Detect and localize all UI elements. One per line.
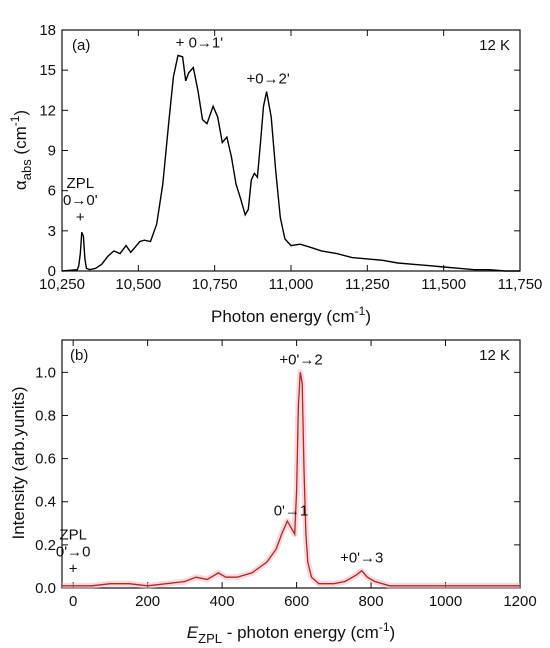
panel-b-uncertainty-band	[62, 369, 520, 589]
x-tick-label: 11,000	[269, 276, 314, 293]
panel-b-x-axis-label: EZPL - photon energy (cm-1)	[187, 620, 395, 646]
y-tick-label: 12	[39, 102, 56, 119]
peak-annotation: ZPL	[67, 175, 95, 192]
panel-b-temperature: 12 K	[479, 347, 510, 364]
y-tick-label: 9	[48, 143, 56, 160]
x-tick-label: 400	[210, 593, 235, 610]
y-tick-label: 0.2	[35, 537, 56, 554]
peak-annotation: 0→0'	[63, 192, 98, 209]
peak-annotation: + 0→1'	[176, 34, 224, 51]
peak-annotation: 0'→1	[274, 502, 309, 519]
y-tick-label: 15	[39, 62, 56, 79]
panel-b-label: (b)	[70, 347, 88, 364]
x-tick-label: 1000	[429, 593, 462, 610]
panel-a-temperature: 12 K	[479, 37, 510, 54]
peak-annotation: +0'→2	[279, 351, 322, 368]
panel-a-label: (a)	[72, 37, 90, 54]
panel-a-ticks: 10,250 10,500 10,750 11,000 11,250 11,500 11,7…	[39, 22, 542, 293]
peak-annotation: ZPL	[59, 527, 87, 544]
x-tick-label: 10,250	[39, 276, 85, 293]
x-tick-label: 11,750	[498, 276, 543, 293]
peak-annotation: +	[69, 561, 78, 578]
y-tick-label: 6	[48, 183, 56, 200]
peak-annotation: +0'→3	[340, 550, 383, 567]
peak-annotation: 0'→0	[56, 544, 91, 561]
panel-b-series-line	[62, 372, 520, 587]
peak-annotation: +0→2'	[246, 71, 289, 88]
x-tick-label: 200	[135, 593, 160, 610]
panel-a: 10,250 10,500 10,750 11,000 11,250 11,500 11,7…	[8, 22, 542, 326]
panel-a-series-line	[61, 54, 520, 272]
panel-b: 0 200 400 600 800 1000 12000.00.20.40.60.81.0 …	[9, 339, 537, 646]
x-tick-label: 10,500	[115, 276, 161, 293]
y-tick-label: 18	[39, 22, 56, 39]
y-tick-label: 0.4	[35, 494, 56, 511]
panel-b-ticks: 0 200 400 600 800 1000 1200 0.0 0.2 0.4 0.6 0.8 1.0	[35, 340, 537, 610]
y-tick-label: 0.8	[35, 407, 56, 424]
x-tick-label: 11,500	[421, 276, 466, 293]
panel-a-x-axis-label: Photon energy (cm-1)	[211, 304, 371, 326]
x-tick-label: 0	[69, 593, 77, 610]
panel-a-frame	[61, 29, 521, 272]
y-tick-label: 3	[48, 223, 56, 240]
y-tick-label: 0.0	[35, 580, 56, 597]
x-tick-label: 10,750	[192, 276, 238, 293]
x-tick-label: 11,250	[345, 276, 390, 293]
panel-b-frame	[61, 339, 521, 589]
y-tick-label: 0	[48, 263, 56, 280]
x-tick-label: 600	[284, 593, 309, 610]
y-tick-label: 1.0	[35, 364, 56, 381]
y-tick-label: 0.6	[35, 451, 56, 468]
x-tick-label: 800	[359, 593, 384, 610]
peak-annotation: +	[76, 209, 85, 226]
x-tick-label: 1200	[503, 593, 536, 610]
panel-a-y-axis-label: αabs (cm-1)	[8, 110, 34, 190]
panel-b-y-axis-label: Intensity (arb.yunits)	[9, 386, 28, 539]
